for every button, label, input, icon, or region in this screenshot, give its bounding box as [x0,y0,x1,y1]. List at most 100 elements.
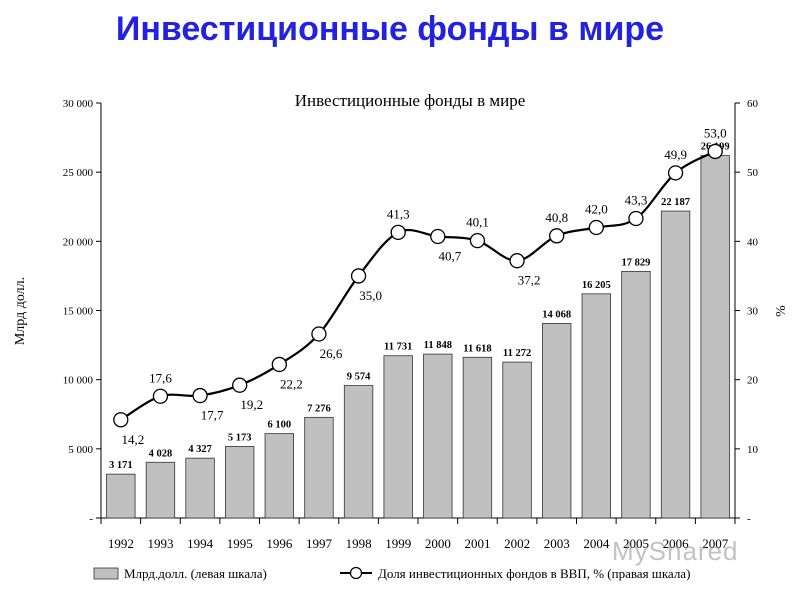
bar [343,385,374,519]
line-point [192,387,208,404]
y2-tick-label: 60 [747,98,759,110]
bar [145,461,176,519]
bar [581,293,611,519]
line-label: 49,9 [664,147,687,162]
x-tick-label: 2005 [623,536,649,551]
bar [383,355,413,519]
line-point [113,412,129,428]
line-point [430,228,446,245]
bar [185,457,215,519]
line-label: 41,3 [387,206,410,221]
x-tick-label: 1997 [306,536,333,551]
x-tick-label: 1995 [227,536,253,551]
line-label: 35,0 [359,288,382,303]
line-label: 19,2 [240,397,263,412]
legend-label-line: Доля инвестиционных фондов в ВВП, % (пра… [378,566,690,581]
y-tick-label: 30 000 [63,98,94,110]
bar [462,356,493,519]
x-tick-label: 2004 [583,536,610,551]
line-label: 17,7 [201,408,224,423]
bar [304,416,334,519]
line-point [152,388,169,404]
bar-label: 6 100 [268,420,292,431]
line-data-labels: 14,2 17,6 17,7 19,2 22,2 26,6 35,0 41,3 40,7 40,1… [121,125,726,446]
bar [423,353,453,519]
y2-tick-label: - [747,513,751,525]
tick-labels: - 5 000 10 000 15 000 20 000 25 000 30 000 - 10 2… [63,98,759,551]
line-label: 14,2 [121,432,144,447]
y2-tick-label: 10 [747,444,759,456]
legend-label-bars: Млрд.долл. (левая шкала) [124,566,267,581]
bar-label: 16 205 [582,280,611,291]
y2-axis-label: % [774,305,789,317]
x-tick-label: 1999 [385,536,411,551]
y-tick-label: 5 000 [68,444,93,456]
bar [502,361,532,519]
line-label: 37,2 [518,273,541,288]
line-label: 42,0 [585,202,608,217]
x-tick-label: 1998 [346,536,372,551]
line-label: 40,1 [466,215,489,230]
line-label: 40,8 [545,210,568,225]
bar-label: 17 829 [622,257,651,268]
y2-tick-label: 50 [747,167,759,179]
y-tick-label: 20 000 [63,236,94,248]
line-point [628,210,644,227]
line-series [120,150,716,421]
gdp-share-line [120,150,716,421]
x-tick-label: 1996 [266,536,293,551]
bar-label: 11 618 [463,343,491,354]
y2-tick-label: 30 [747,306,759,318]
bar-label: 11 272 [503,348,531,359]
bar-label: 11 731 [384,342,412,353]
bar [621,270,651,519]
x-tick-label: 2000 [425,536,451,551]
bar-label: 14 068 [542,309,571,320]
slide-title: Инвестиционные фонды в мире [115,10,665,48]
bar-series [106,155,730,519]
watermark-text: MyShared [612,536,739,566]
line-point [350,268,367,284]
y-tick-label: 10 000 [63,375,94,387]
line-label: 26,6 [320,346,343,361]
bar-label: 4 028 [149,448,173,459]
y2-tick-label: 40 [747,236,759,248]
bar-label: 11 848 [424,340,452,351]
line-point [390,224,406,240]
bar-label: 9 574 [347,372,371,383]
y-axis-label: Млрд долл. [13,277,28,345]
bar-label: 3 171 [109,460,133,471]
line-point [232,377,248,393]
legend-swatch-bars [93,567,119,580]
line-point [549,228,565,244]
line-point [707,143,723,160]
line-point [311,326,327,342]
x-tick-label: 2002 [504,536,530,551]
bar [660,210,691,519]
line-point [271,356,287,373]
bar-label: 22 187 [661,197,690,208]
x-tick-label: 2007 [702,536,729,551]
y-tick-label: - [89,513,93,525]
bar [225,446,255,519]
line-label: 17,6 [149,370,172,385]
x-tick-label: 2006 [663,536,690,551]
y-tick-label: 15 000 [63,306,94,318]
x-tick-label: 1993 [147,536,173,551]
bar [542,322,572,519]
line-label: 43,3 [625,193,648,208]
x-tick-label: 2003 [544,536,570,551]
line-label: 22,2 [280,376,303,391]
y2-tick-label: 20 [747,375,759,387]
bar [264,433,294,519]
bar-label: 7 276 [307,403,331,414]
x-tick-label: 1994 [187,536,214,551]
x-tick-label: 1992 [108,536,134,551]
bar-label: 4 327 [188,444,212,455]
bar-label: 5 173 [228,432,252,443]
line-point [469,232,486,249]
line-point [588,219,604,236]
line-point [667,165,684,181]
line-points [113,143,723,428]
